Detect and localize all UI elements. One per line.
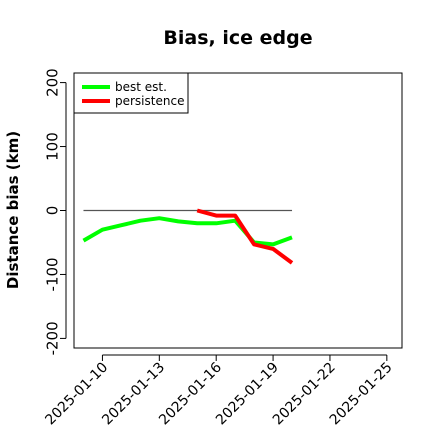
legend-label-persistence: persistence — [115, 94, 184, 108]
plot-frame — [73, 72, 403, 349]
series-line-persistence — [196, 208, 294, 265]
y-axis: -200 -100 0 100 200 — [43, 68, 67, 355]
series-layer — [82, 208, 294, 265]
series-line-best-est — [82, 216, 293, 247]
y-axis-label: Distance bias (km) — [4, 131, 22, 289]
x-axis: 2025-01-102025-01-132025-01-162025-01-19… — [42, 354, 396, 428]
legend-label-best-est: best est. — [115, 80, 167, 94]
y-tick-label: 0 — [43, 206, 61, 216]
chart-title: Bias, ice edge — [163, 27, 312, 49]
y-tick-label: -200 — [43, 321, 61, 355]
y-tick-label: -100 — [43, 257, 61, 291]
legend-box — [73, 72, 189, 114]
y-tick-label: 100 — [43, 132, 61, 161]
legend: best est. persistence — [73, 72, 189, 114]
y-tick-label: 200 — [43, 68, 61, 97]
